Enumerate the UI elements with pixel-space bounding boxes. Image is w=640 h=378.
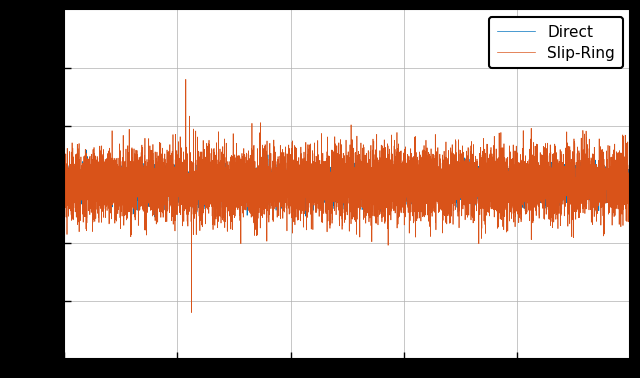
Legend: Direct, Slip-Ring: Direct, Slip-Ring — [490, 17, 623, 68]
Slip-Ring — [627, 130, 634, 135]
Slip-Ring — [171, 169, 179, 174]
Direct — [63, 180, 70, 184]
Direct — [83, 148, 90, 152]
Direct — [94, 186, 102, 191]
Slip-Ring — [596, 144, 604, 149]
Direct — [627, 176, 634, 181]
Slip-Ring — [94, 197, 102, 202]
Direct — [84, 190, 92, 194]
Line: Direct: Direct — [64, 150, 630, 217]
Slip-Ring — [182, 77, 189, 82]
Line: Slip-Ring: Slip-Ring — [64, 79, 630, 313]
Slip-Ring — [60, 148, 68, 153]
Direct — [337, 186, 345, 190]
Slip-Ring — [84, 162, 92, 166]
Slip-Ring — [188, 310, 195, 315]
Direct — [151, 215, 159, 219]
Slip-Ring — [63, 186, 70, 191]
Direct — [172, 182, 179, 186]
Direct — [60, 184, 68, 188]
Slip-Ring — [337, 187, 345, 192]
Direct — [596, 184, 604, 189]
